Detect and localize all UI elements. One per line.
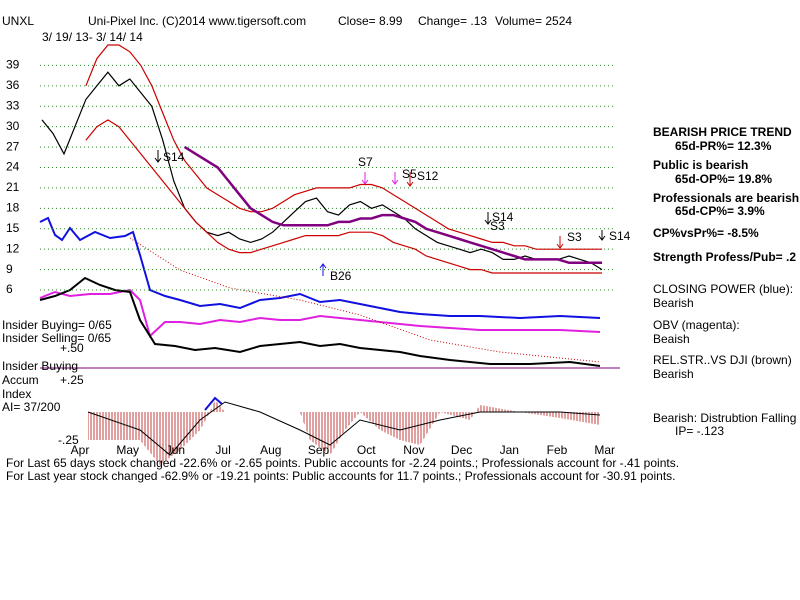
panel-text: Bearish <box>653 296 694 310</box>
panel-text: Bearish <box>653 367 694 381</box>
signal-label: S12 <box>417 169 439 183</box>
insider-text: +.50 <box>60 341 84 355</box>
x-tick-label: Apr <box>71 443 90 457</box>
change-label: Change= .13 <box>418 14 487 28</box>
panel-text: 65d-PR%= 12.3% <box>675 139 772 153</box>
price-line <box>85 44 602 250</box>
y-tick-label: 15 <box>6 221 20 235</box>
ma-dotted <box>129 237 601 363</box>
panel-text: OBV (magenta): <box>653 318 740 332</box>
footer-note: For Last year stock changed -62.9% or -1… <box>6 469 675 483</box>
signal-arrows <box>154 150 606 276</box>
footer-note: For Last 65 days stock changed -22.6% or… <box>6 456 679 470</box>
volume-label: Volume= 2524 <box>495 14 572 28</box>
signal-label: S14 <box>163 150 185 164</box>
signal-label: B26 <box>330 269 352 283</box>
panel-text: CLOSING POWER (blue): <box>653 282 793 296</box>
insider-text: -.25 <box>58 433 79 447</box>
insider-text: Insider Selling= 0/65 <box>2 331 111 345</box>
x-tick-label: Oct <box>357 443 376 457</box>
signal-label: S14 <box>609 229 631 243</box>
price-line <box>85 119 602 274</box>
accum-histogram <box>88 400 600 465</box>
panel-text: 65d-CP%= 3.9% <box>675 204 765 218</box>
insider-text: Insider Buying= 0/65 <box>2 318 112 332</box>
price-line <box>41 71 603 271</box>
y-tick-label: 39 <box>6 58 20 72</box>
y-tick-label: 24 <box>6 160 20 174</box>
y-tick-label: 18 <box>6 201 20 215</box>
insider-text: AI= 37/200 <box>2 400 61 414</box>
x-tick-label: Aug <box>260 443 281 457</box>
y-tick-label: 30 <box>6 119 20 133</box>
x-tick-label: Mar <box>594 443 615 457</box>
signal-label: S7 <box>358 155 373 169</box>
subtitle: Uni-Pixel Inc. (C)2014 www.tigersoft.com <box>88 14 306 28</box>
y-tick-label: 6 <box>6 282 13 296</box>
price-line <box>184 146 602 265</box>
panel-text: Bearish: Distrubtion Falling <box>653 411 796 425</box>
x-tick-label: Feb <box>547 443 568 457</box>
signal-label: S3 <box>567 230 582 244</box>
closing-power <box>39 216 601 320</box>
insider-text: Insider Buying <box>2 359 78 373</box>
x-tick-label: Jul <box>215 443 230 457</box>
obv <box>39 288 601 338</box>
y-tick-label: 21 <box>6 180 20 194</box>
close-label: Close= 8.99 <box>338 14 403 28</box>
y-tick-label: 33 <box>6 98 20 112</box>
indicators <box>39 216 620 465</box>
signal-label: S14 <box>492 210 514 224</box>
ticker: UNXL <box>2 14 34 28</box>
panel-text: Professionals are bearish <box>653 191 799 205</box>
date-range: 3/ 19/ 13- 3/ 14/ 14 <box>42 30 143 44</box>
insider-text: +.25 <box>60 373 84 387</box>
x-tick-label: Dec <box>451 443 472 457</box>
panel-text: Public is bearish <box>653 158 748 172</box>
signal-label: S3 <box>490 219 505 233</box>
panel-text: Strength Profess/Pub= .2 <box>653 250 796 264</box>
y-tick-label: 12 <box>6 241 20 255</box>
y-tick-label: 36 <box>6 78 20 92</box>
insider-text: Accum <box>2 373 39 387</box>
x-tick-label: May <box>116 443 139 457</box>
panel-text: 65d-OP%= 19.8% <box>675 172 772 186</box>
rel-strength <box>39 276 601 367</box>
x-tick-label: Sep <box>308 443 330 457</box>
x-tick-label: Jun <box>166 443 185 457</box>
panel-text: IP= -.123 <box>675 424 724 438</box>
panel-text: CP%vsPr%= -8.5% <box>653 226 759 240</box>
y-tick-label: 27 <box>6 139 20 153</box>
panel-text: REL.STR..VS DJI (brown) <box>653 353 792 367</box>
accum-line <box>87 401 601 456</box>
x-tick-label: Nov <box>403 443 424 457</box>
panel-text: Beaish <box>653 332 690 346</box>
accum-blue <box>204 396 223 411</box>
insider-text: Index <box>2 387 31 401</box>
signal-label: S5 <box>402 167 417 181</box>
panel-text: BEARISH PRICE TREND <box>653 125 792 139</box>
x-tick-label: Jan <box>500 443 519 457</box>
y-tick-label: 9 <box>6 262 13 276</box>
